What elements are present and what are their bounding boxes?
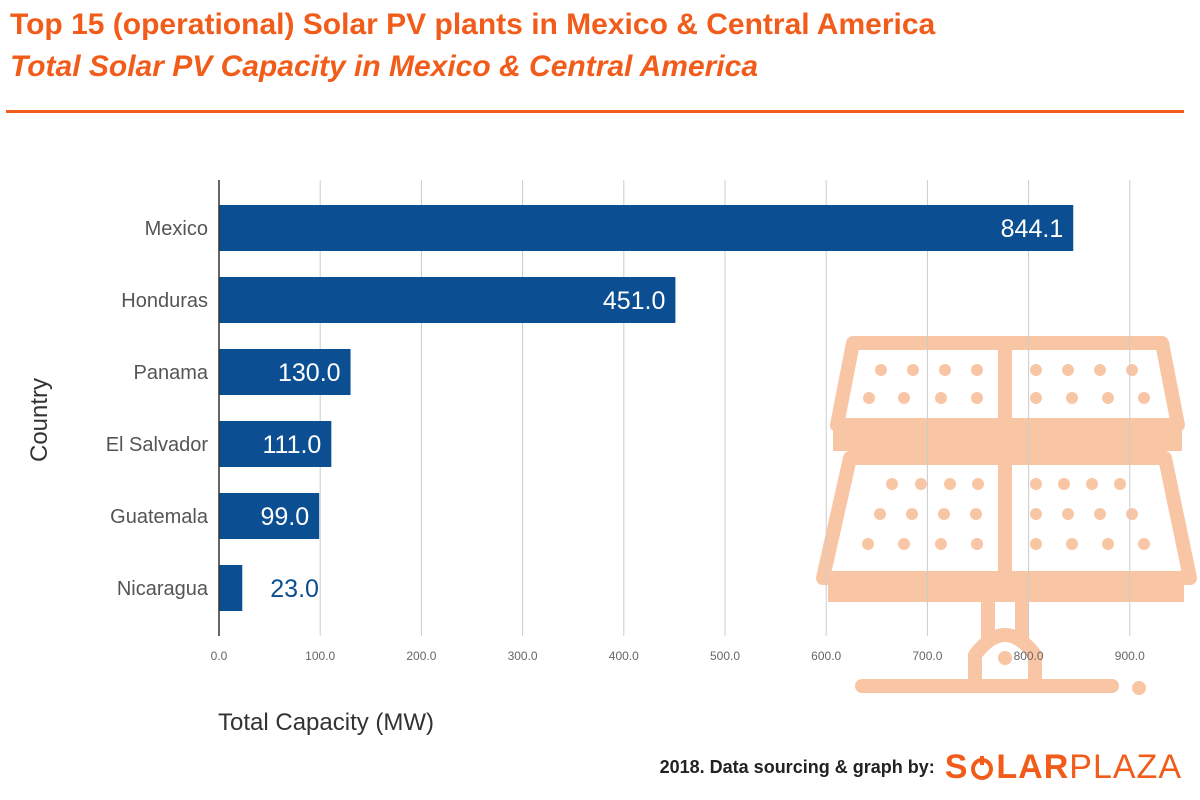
watermark-dot bbox=[1114, 478, 1126, 490]
watermark-dot bbox=[886, 478, 898, 490]
watermark-dot bbox=[898, 538, 910, 550]
x-tick-label: 600.0 bbox=[811, 649, 841, 663]
watermark-dot bbox=[998, 651, 1012, 665]
watermark-dot bbox=[1138, 392, 1150, 404]
watermark-dot bbox=[862, 538, 874, 550]
data-label: 111.0 bbox=[262, 431, 321, 459]
y-tick-label: El Salvador bbox=[106, 434, 209, 456]
watermark-dot bbox=[906, 508, 918, 520]
y-tick-label: Panama bbox=[134, 362, 209, 384]
solar-panel-icon bbox=[816, 336, 1197, 695]
watermark-dot bbox=[863, 392, 875, 404]
watermark-dot bbox=[1058, 478, 1070, 490]
y-axis-title: Country bbox=[26, 378, 53, 462]
watermark-dot bbox=[1030, 508, 1042, 520]
data-label: 451.0 bbox=[603, 287, 666, 315]
watermark-dot bbox=[1030, 392, 1042, 404]
watermark-dot bbox=[1066, 392, 1078, 404]
x-tick-label: 500.0 bbox=[710, 649, 740, 663]
y-tick-label: Guatemala bbox=[110, 506, 209, 528]
data-label: 130.0 bbox=[278, 359, 341, 387]
watermark-dot bbox=[938, 508, 950, 520]
chart-title: Top 15 (operational) Solar PV plants in … bbox=[10, 8, 936, 41]
footer: 2018. Data sourcing & graph by: S LAR PL… bbox=[660, 748, 1182, 787]
bar-honduras bbox=[219, 277, 676, 323]
watermark-dot bbox=[1126, 508, 1138, 520]
watermark-dot bbox=[1030, 364, 1042, 376]
chart-subtitle: Total Solar PV Capacity in Mexico & Cent… bbox=[10, 50, 759, 83]
x-tick-label: 100.0 bbox=[305, 649, 335, 663]
x-tick-label: 800.0 bbox=[1014, 649, 1044, 663]
x-tick-label: 200.0 bbox=[406, 649, 436, 663]
data-label: 844.1 bbox=[1001, 215, 1064, 243]
watermark-dot bbox=[935, 392, 947, 404]
watermark-dot bbox=[875, 364, 887, 376]
watermark-dot bbox=[944, 478, 956, 490]
watermark-dot bbox=[971, 538, 983, 550]
y-tick-label: Honduras bbox=[121, 290, 208, 312]
watermark-dot bbox=[898, 392, 910, 404]
watermark-dot bbox=[935, 538, 947, 550]
x-axis-title: Total Capacity (MW) bbox=[218, 709, 434, 736]
title-divider bbox=[6, 110, 1184, 113]
watermark-dot bbox=[874, 508, 886, 520]
sun-icon bbox=[971, 755, 994, 780]
x-tick-label: 0.0 bbox=[211, 649, 228, 663]
watermark-dot bbox=[972, 478, 984, 490]
x-tick-label: 400.0 bbox=[609, 649, 639, 663]
brand-logo: S LAR PLAZA bbox=[944, 748, 1182, 786]
watermark-dot bbox=[1094, 364, 1106, 376]
watermark-dot bbox=[1094, 508, 1106, 520]
watermark-dot bbox=[1030, 478, 1042, 490]
x-tick-label: 900.0 bbox=[1115, 649, 1145, 663]
bar-mexico bbox=[219, 205, 1074, 251]
watermark-dot bbox=[1138, 538, 1150, 550]
x-tick-label: 700.0 bbox=[912, 649, 942, 663]
watermark-dot bbox=[1030, 538, 1042, 550]
watermark-dot bbox=[1062, 364, 1074, 376]
watermark-dot bbox=[970, 508, 982, 520]
bar-panama bbox=[219, 349, 351, 395]
watermark-dot bbox=[1102, 538, 1114, 550]
footer-credit: 2018. Data sourcing & graph by: bbox=[659, 757, 935, 777]
data-label: 23.0 bbox=[270, 575, 319, 603]
watermark-dot bbox=[971, 392, 983, 404]
watermark-dot bbox=[1086, 478, 1098, 490]
y-tick-label: Nicaragua bbox=[117, 578, 209, 600]
data-label: 99.0 bbox=[261, 503, 310, 531]
bar-nicaragua bbox=[219, 565, 243, 611]
watermark-dot bbox=[1066, 538, 1078, 550]
watermark-dot bbox=[971, 364, 983, 376]
watermark-dot bbox=[939, 364, 951, 376]
watermark-dot bbox=[1102, 392, 1114, 404]
y-tick-label: Mexico bbox=[145, 218, 208, 240]
watermark-dot bbox=[915, 478, 927, 490]
watermark-dot bbox=[1062, 508, 1074, 520]
watermark-dot bbox=[907, 364, 919, 376]
watermark-dot bbox=[1126, 364, 1138, 376]
watermark-dot bbox=[1132, 681, 1146, 695]
bar-guatemala bbox=[219, 493, 320, 539]
bar-el-salvador bbox=[219, 421, 332, 467]
x-tick-label: 300.0 bbox=[508, 649, 538, 663]
